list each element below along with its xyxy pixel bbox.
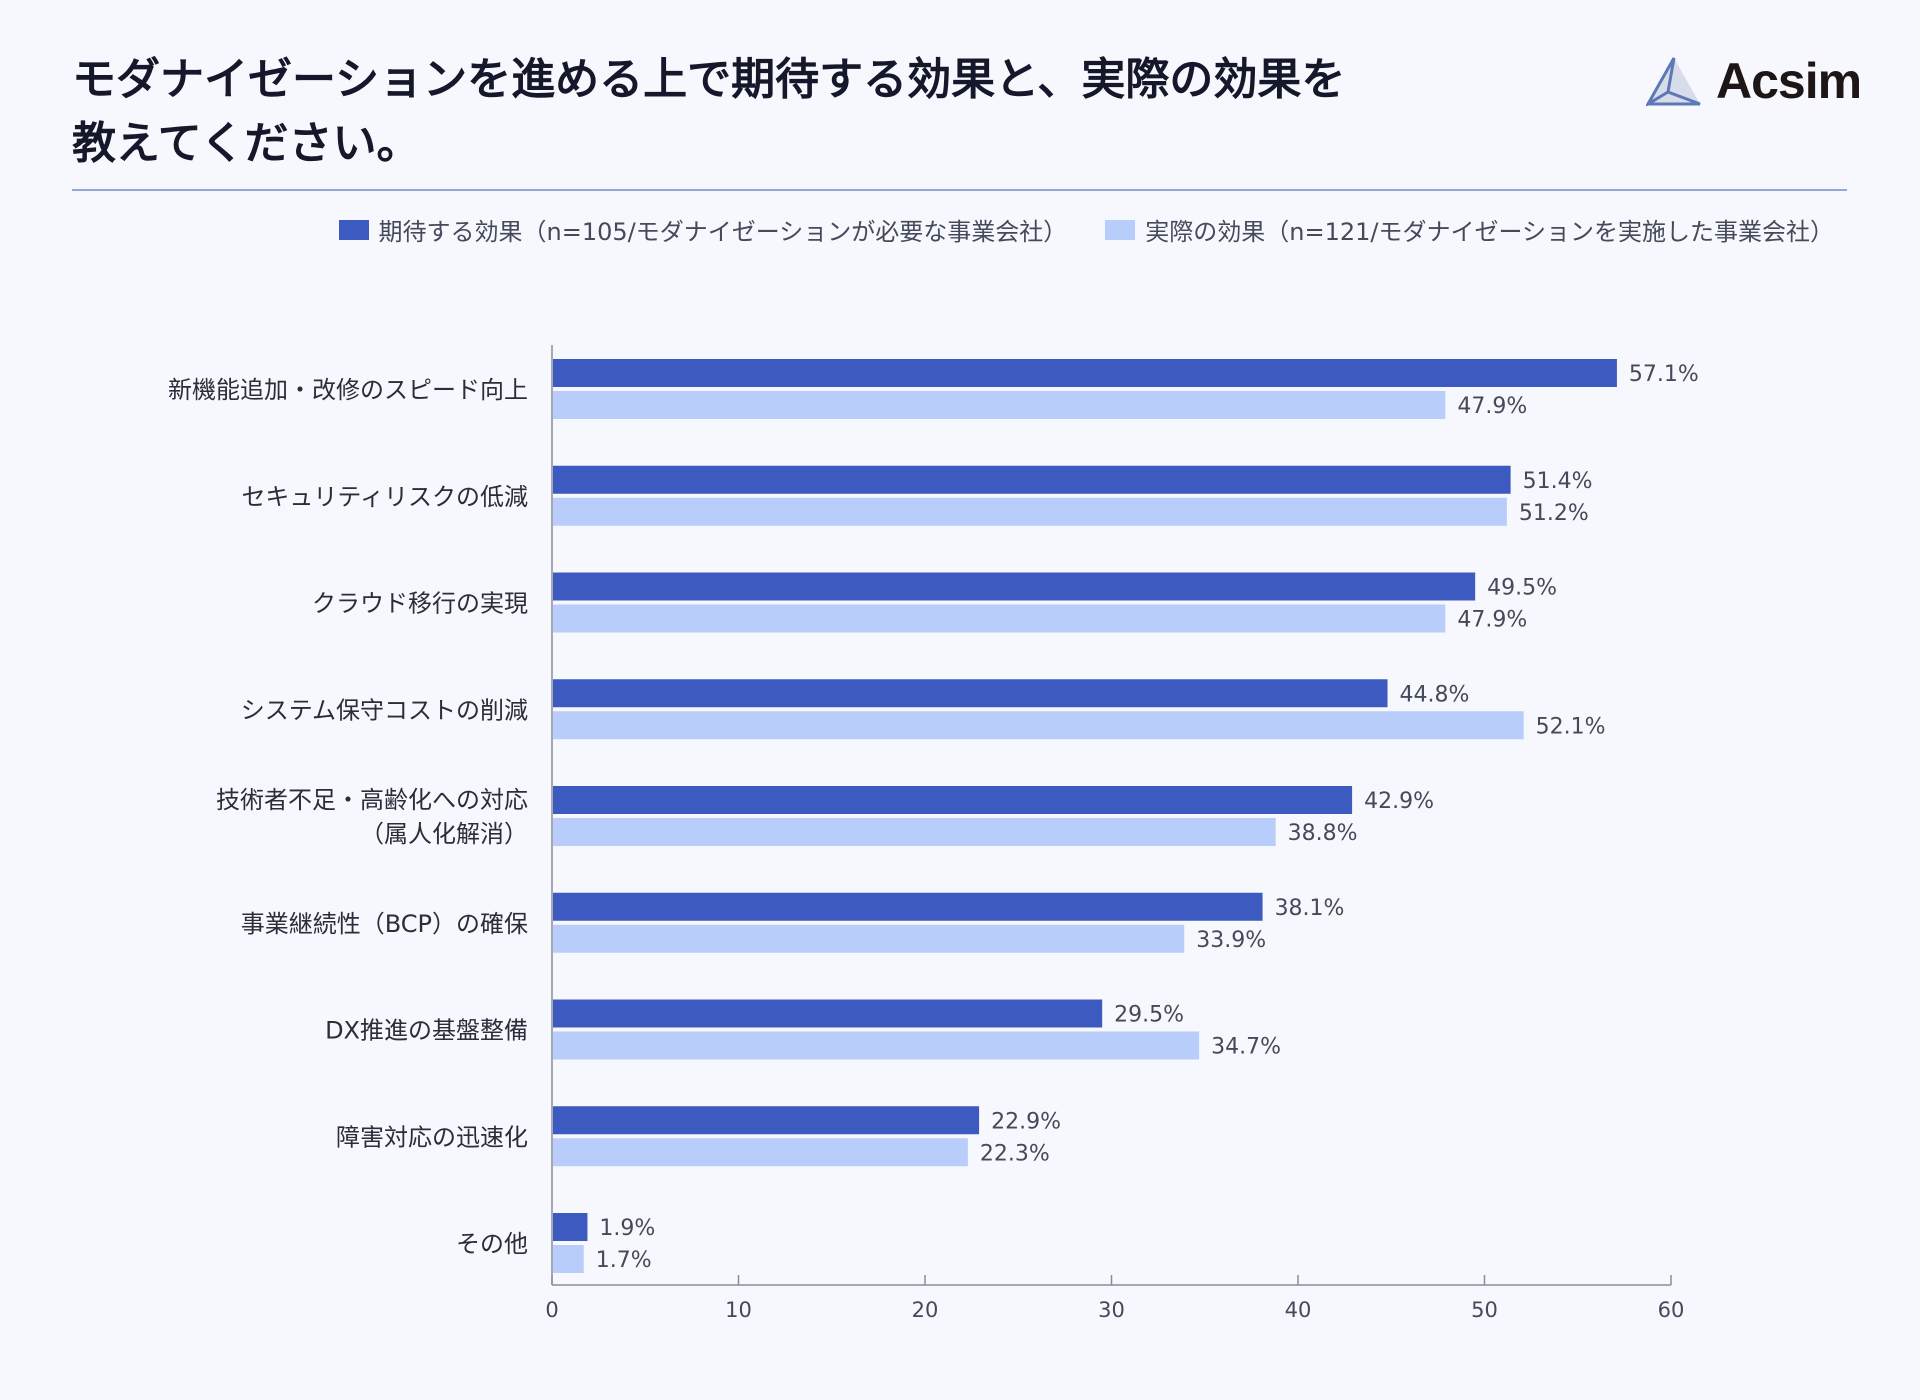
bar-actual: [553, 924, 1185, 953]
value-label-actual: 52.1%: [1536, 714, 1606, 739]
title-divider: [72, 189, 1847, 191]
x-tick-label: 50: [1471, 1298, 1498, 1322]
category-label: クラウド移行の実現: [312, 590, 528, 618]
logo-text: Acsim: [1716, 53, 1862, 109]
bar-expected: [553, 1213, 588, 1241]
legend-item-actual: 実際の効果（n=121/モダナイゼーションを実施した事業会社）: [1105, 212, 1834, 247]
value-label-expected: 22.9%: [991, 1109, 1061, 1134]
value-label-expected: 42.9%: [1364, 789, 1434, 814]
bar-actual: [553, 711, 1524, 740]
legend-label-actual: 実際の効果（n=121/モダナイゼーションを実施した事業会社）: [1145, 218, 1834, 246]
legend-label-expected: 期待する効果（n=105/モダナイゼーションが必要な事業会社）: [378, 218, 1068, 246]
value-label-expected: 29.5%: [1114, 1003, 1184, 1028]
bar-actual: [553, 604, 1446, 633]
triangle-logo-icon: [1646, 57, 1701, 106]
category-label: 障害対応の迅速化: [336, 1123, 528, 1151]
bar-expected: [553, 465, 1511, 494]
acsim-logo: Acsim: [1646, 52, 1862, 110]
bar-expected: [553, 359, 1617, 387]
bar-expected: [553, 572, 1476, 601]
bar-expected: [553, 679, 1388, 708]
x-tick-label: 40: [1285, 1298, 1312, 1322]
bar-actual: [553, 391, 1446, 419]
bar-expected: [553, 786, 1353, 814]
title-line-2: 教えてください。: [72, 118, 421, 169]
value-label-expected: 57.1%: [1629, 362, 1699, 387]
legend-item-expected: 期待する効果（n=105/モダナイゼーションが必要な事業会社）: [338, 212, 1068, 247]
value-label-expected: 44.8%: [1400, 682, 1470, 707]
value-label-actual: 22.3%: [980, 1141, 1050, 1166]
value-label-expected: 1.9%: [599, 1216, 655, 1241]
category-label: 新機能追加・改修のスピード向上: [168, 376, 528, 404]
x-tick-label: 0: [545, 1298, 558, 1322]
category-label: システム保守コストの削減: [241, 696, 528, 724]
bar-expected: [553, 892, 1263, 921]
page-title: モダナイゼーションを進める上で期待する効果と、実際の効果を 教えてください。: [72, 48, 1472, 176]
category-label: 事業継続性（BCP）の確保: [241, 910, 528, 938]
bar-expected: [553, 1106, 980, 1135]
category-label: 技術者不足・高齢化への対応: [216, 786, 528, 814]
value-label-actual: 47.9%: [1457, 394, 1527, 419]
value-label-actual: 38.8%: [1288, 821, 1358, 846]
category-label: その他: [456, 1230, 528, 1258]
legend-swatch-actual: [1105, 219, 1136, 240]
value-label-actual: 1.7%: [596, 1248, 652, 1273]
value-label-expected: 49.5%: [1487, 576, 1557, 601]
category-label: DX推進の基盤整備: [325, 1017, 528, 1045]
bar-actual: [553, 497, 1507, 526]
bar-actual: [553, 1138, 968, 1167]
x-tick-label: 30: [1098, 1298, 1125, 1322]
x-tick-label: 60: [1658, 1298, 1685, 1322]
category-label: （属人化解消）: [360, 820, 528, 848]
bar-actual: [553, 1031, 1200, 1060]
x-tick-label: 10: [725, 1298, 752, 1322]
bar-actual: [553, 1245, 584, 1273]
bar-actual: [553, 818, 1276, 846]
value-label-expected: 38.1%: [1275, 896, 1345, 921]
bar-expected: [553, 999, 1103, 1028]
x-tick-label: 20: [912, 1298, 939, 1322]
category-label: セキュリティリスクの低減: [241, 483, 528, 511]
legend-swatch-expected: [338, 219, 369, 240]
value-label-actual: 33.9%: [1196, 928, 1266, 953]
value-label-actual: 47.9%: [1457, 608, 1527, 633]
title-line-1: モダナイゼーションを進める上で期待する効果と、実際の効果を: [72, 54, 1346, 105]
value-label-actual: 34.7%: [1211, 1035, 1281, 1060]
value-label-actual: 51.2%: [1519, 501, 1589, 526]
chart-legend: 期待する効果（n=105/モダナイゼーションが必要な事業会社） 実際の効果（n=…: [338, 212, 1834, 247]
value-label-expected: 51.4%: [1523, 469, 1593, 494]
